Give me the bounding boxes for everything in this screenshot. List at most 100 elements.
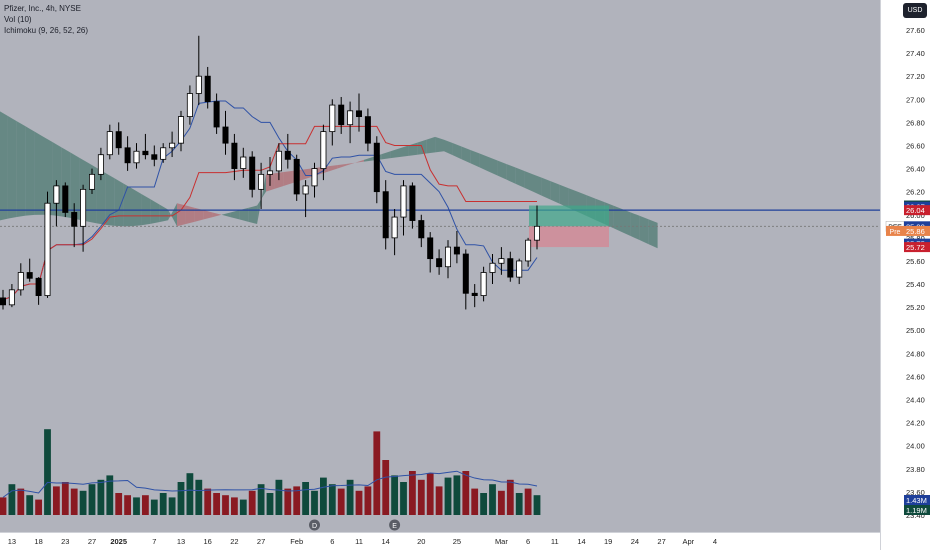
- volume-bar: [320, 477, 327, 515]
- ichimoku-cloud-segment: [43, 136, 53, 216]
- price-label-box: [904, 242, 930, 253]
- volume-bar: [159, 493, 167, 515]
- ichimoku-cloud-segment: [408, 142, 418, 156]
- time-tick-label: 19: [604, 537, 612, 546]
- ichimoku-indicator-label[interactable]: Ichimoku (9, 26, 52, 26): [4, 26, 89, 35]
- volume-bar: [150, 499, 158, 515]
- volume-bar: [248, 490, 256, 515]
- volume-bar: [346, 479, 354, 515]
- volume-ma-line: [2, 470, 538, 498]
- time-tick-label: 6: [330, 537, 334, 546]
- time-tick-label: 11: [355, 537, 363, 546]
- volume-bar: [417, 479, 425, 515]
- ichimoku-cloud-segment: [168, 203, 177, 227]
- candle-body: [471, 292, 478, 296]
- price-tick-label: 23.40: [906, 511, 925, 520]
- volume-bar: [435, 486, 443, 515]
- candle-body: [400, 185, 407, 218]
- ichimoku-cloud-segment: [541, 177, 551, 200]
- ichimoku-cloud-segment: [212, 212, 222, 218]
- price-tick-label: 24.80: [906, 349, 925, 358]
- time-tick-label: 22: [230, 537, 238, 546]
- price-tick-label: 25.80: [906, 234, 925, 243]
- ichimoku-cloud-segment: [479, 153, 489, 172]
- candle-body: [71, 212, 78, 227]
- candle-body: [284, 150, 291, 160]
- candle-body: [329, 104, 336, 133]
- volume-bar: [186, 473, 194, 515]
- time-tick-label: 25: [453, 537, 461, 546]
- event-marker-label: D: [312, 523, 317, 530]
- price-tick-label: 27.40: [906, 49, 925, 58]
- candle-body: [169, 142, 176, 149]
- ichimoku-cloud-segment: [248, 205, 258, 224]
- ichimoku-cloud-segment: [381, 151, 391, 160]
- volume-bar: [168, 497, 176, 515]
- candle-body: [418, 220, 425, 239]
- ichimoku-cloud-segment: [105, 173, 115, 226]
- volume-bar: [239, 499, 247, 515]
- volume-label-box: [904, 495, 930, 505]
- volume-bar: [44, 429, 51, 515]
- volume-bar: [426, 473, 434, 515]
- candle-body: [115, 131, 122, 149]
- volume-bar: [115, 493, 123, 515]
- volume-bar: [195, 479, 203, 515]
- volume-bar: [462, 471, 470, 515]
- symbol-title[interactable]: Pfizer, Inc., 4h, NYSE: [4, 4, 81, 13]
- volume-bar: [26, 495, 34, 515]
- ichimoku-cloud-segment: [506, 163, 516, 184]
- price-tick-label: 25.20: [906, 303, 925, 312]
- price-label-box: [904, 225, 930, 236]
- candle-body: [534, 225, 541, 241]
- ichimoku-cloud-segment: [337, 163, 347, 169]
- candle-body: [240, 156, 247, 169]
- volume-bar: [142, 495, 149, 515]
- ichimoku-cloud-segment: [34, 131, 44, 215]
- candle-body: [480, 272, 487, 296]
- price-tick-label: 26.80: [906, 118, 925, 127]
- candle-body: [382, 191, 389, 239]
- ichimoku-cloud-segment: [461, 146, 471, 164]
- ichimoku-cloud-segment: [630, 212, 640, 241]
- volume-bar: [61, 482, 69, 515]
- time-tick-label: 20: [417, 537, 425, 546]
- candle-body: [436, 258, 443, 268]
- ichimoku-cloud-segment: [159, 204, 169, 223]
- volume-bar: [213, 493, 220, 515]
- ichimoku-cloud-segment: [613, 205, 622, 233]
- currency-button[interactable]: USD: [903, 3, 927, 18]
- ichimoku-cloud-segment: [25, 126, 35, 216]
- time-tick-label: 6: [526, 537, 530, 546]
- candle-body: [355, 110, 362, 118]
- volume-bar: [409, 471, 416, 515]
- candle-body: [338, 104, 345, 126]
- candle-body: [97, 154, 104, 175]
- price-tick-label: 26.00: [906, 211, 925, 220]
- volume-bar: [382, 460, 390, 515]
- candle-body: [133, 150, 140, 164]
- candle-body: [453, 246, 460, 255]
- volume-bar: [0, 497, 7, 515]
- time-tick-label: 23: [61, 537, 69, 546]
- ichimoku-cloud-segment: [114, 178, 124, 227]
- ichimoku-cloud-segment: [221, 212, 231, 218]
- candle-body: [311, 168, 318, 187]
- volume-bar: [453, 475, 461, 515]
- candle-body: [302, 185, 309, 195]
- volume-bar: [97, 479, 105, 515]
- ichimoku-cloud-segment: [426, 136, 436, 154]
- candle-body: [427, 237, 434, 260]
- ichimoku-cloud-segment: [194, 207, 204, 222]
- candle-body: [62, 185, 69, 213]
- event-marker: [389, 519, 401, 531]
- volume-bar: [17, 488, 25, 515]
- price-tick-label: 26.60: [906, 141, 925, 150]
- candle-body: [35, 277, 42, 296]
- candle-body: [391, 216, 398, 239]
- candle-body: [17, 272, 24, 291]
- volume-bar: [231, 497, 238, 515]
- volume-indicator-label[interactable]: Vol (10): [4, 15, 32, 24]
- price-tick-label: 24.40: [906, 396, 925, 405]
